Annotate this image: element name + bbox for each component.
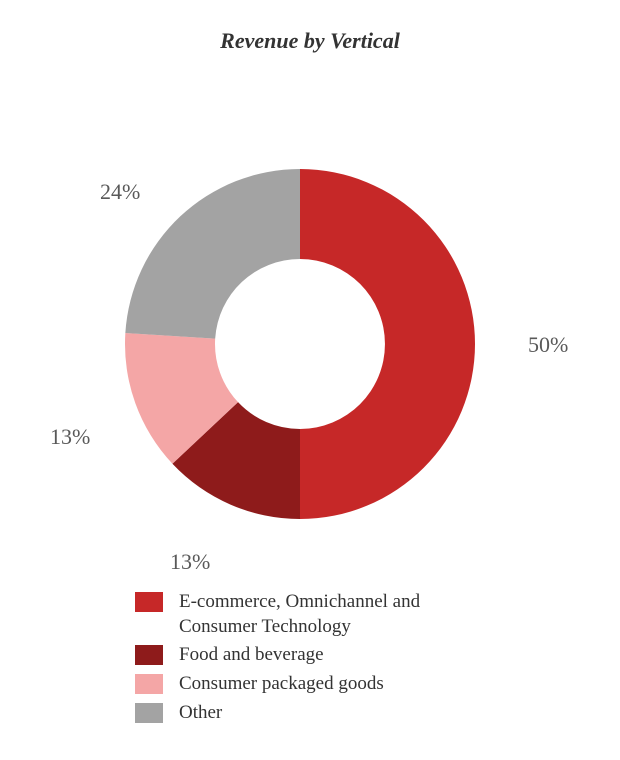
chart-legend: E-commerce, Omnichannel and Consumer Tec…: [135, 590, 515, 729]
donut-slice: [125, 169, 300, 339]
slice-value-label: 24%: [100, 179, 140, 205]
slice-value-label: 13%: [50, 424, 90, 450]
legend-label: Food and beverage: [179, 643, 324, 668]
legend-item: Consumer packaged goods: [135, 672, 515, 697]
slice-value-label: 50%: [528, 332, 568, 358]
legend-item: Other: [135, 701, 515, 726]
chart-title: Revenue by Vertical: [0, 0, 620, 54]
legend-label: Other: [179, 701, 222, 726]
legend-item: E-commerce, Omnichannel and Consumer Tec…: [135, 590, 515, 639]
legend-swatch: [135, 592, 163, 612]
slice-value-label: 13%: [170, 549, 210, 575]
legend-label: Consumer packaged goods: [179, 672, 384, 697]
donut-slice: [300, 169, 475, 519]
donut-svg: [0, 54, 620, 574]
donut-chart: 50%13%13%24%: [0, 54, 620, 534]
legend-label: E-commerce, Omnichannel and Consumer Tec…: [179, 590, 489, 639]
legend-swatch: [135, 674, 163, 694]
legend-item: Food and beverage: [135, 643, 515, 668]
legend-swatch: [135, 645, 163, 665]
legend-swatch: [135, 703, 163, 723]
chart-container: Revenue by Vertical 50% 13% 13% 24% E-comme…: [0, 0, 620, 760]
